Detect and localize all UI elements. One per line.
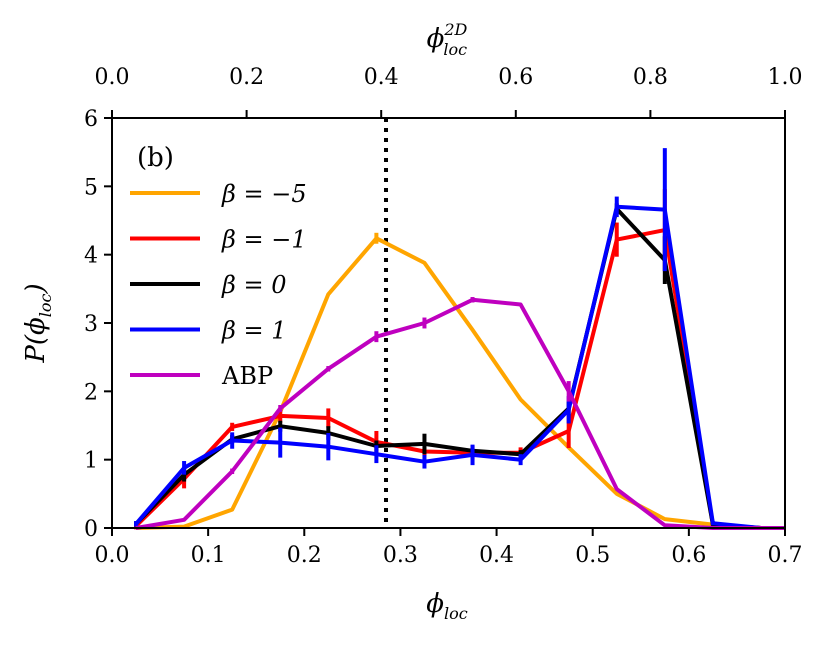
top-x-tick-label: 1.0 — [768, 65, 803, 90]
legend-label-4: ABP — [221, 362, 273, 390]
x-tick-label: 0.5 — [575, 543, 610, 568]
top-x-axis-label: ϕ2D loc — [427, 20, 468, 59]
y-tick-label: 6 — [84, 107, 98, 132]
series-line-0 — [135, 236, 785, 530]
x-tick-label: 0.0 — [95, 543, 130, 568]
x-axis-label: ϕloc — [426, 589, 467, 623]
y-tick-label: 3 — [84, 312, 98, 337]
x-tick-label: 0.4 — [479, 543, 514, 568]
x-tick-label: 0.1 — [191, 543, 226, 568]
y-tick-label: 4 — [84, 244, 98, 269]
x-tick-label: 0.3 — [383, 543, 418, 568]
y-axis-label: P(ϕloc) — [21, 283, 55, 363]
legend: β = −5 β = −1 β = 0 β = 1 ABP — [130, 180, 307, 390]
y-tick-label: 5 — [84, 175, 98, 200]
panel-label: (b) — [137, 143, 174, 173]
legend-label-1: β = −1 — [221, 226, 307, 254]
plot-area — [134, 118, 785, 530]
x-tick-label: 0.6 — [671, 543, 706, 568]
x-tick-label: 0.2 — [287, 543, 322, 568]
legend-label-0: β = −5 — [221, 180, 307, 208]
y-tick-label: 0 — [84, 517, 98, 542]
top-x-tick-label: 0.8 — [633, 65, 668, 90]
top-x-tick-label: 0.2 — [229, 65, 264, 90]
x-tick-label: 0.7 — [768, 543, 803, 568]
axes: 0.0 0.1 0.2 0.3 0.4 0.5 0.6 0.7 0 1 2 3 4 5 6 0.0 0.2 0.4… — [84, 65, 803, 568]
top-x-tick-label: 0.0 — [95, 65, 130, 90]
top-x-tick-label: 0.6 — [498, 65, 533, 90]
y-tick-label: 2 — [84, 380, 98, 405]
legend-label-2: β = 0 — [221, 271, 287, 299]
top-x-tick-label: 0.4 — [364, 65, 399, 90]
legend-label-3: β = 1 — [221, 317, 287, 345]
y-tick-label: 1 — [84, 449, 98, 474]
